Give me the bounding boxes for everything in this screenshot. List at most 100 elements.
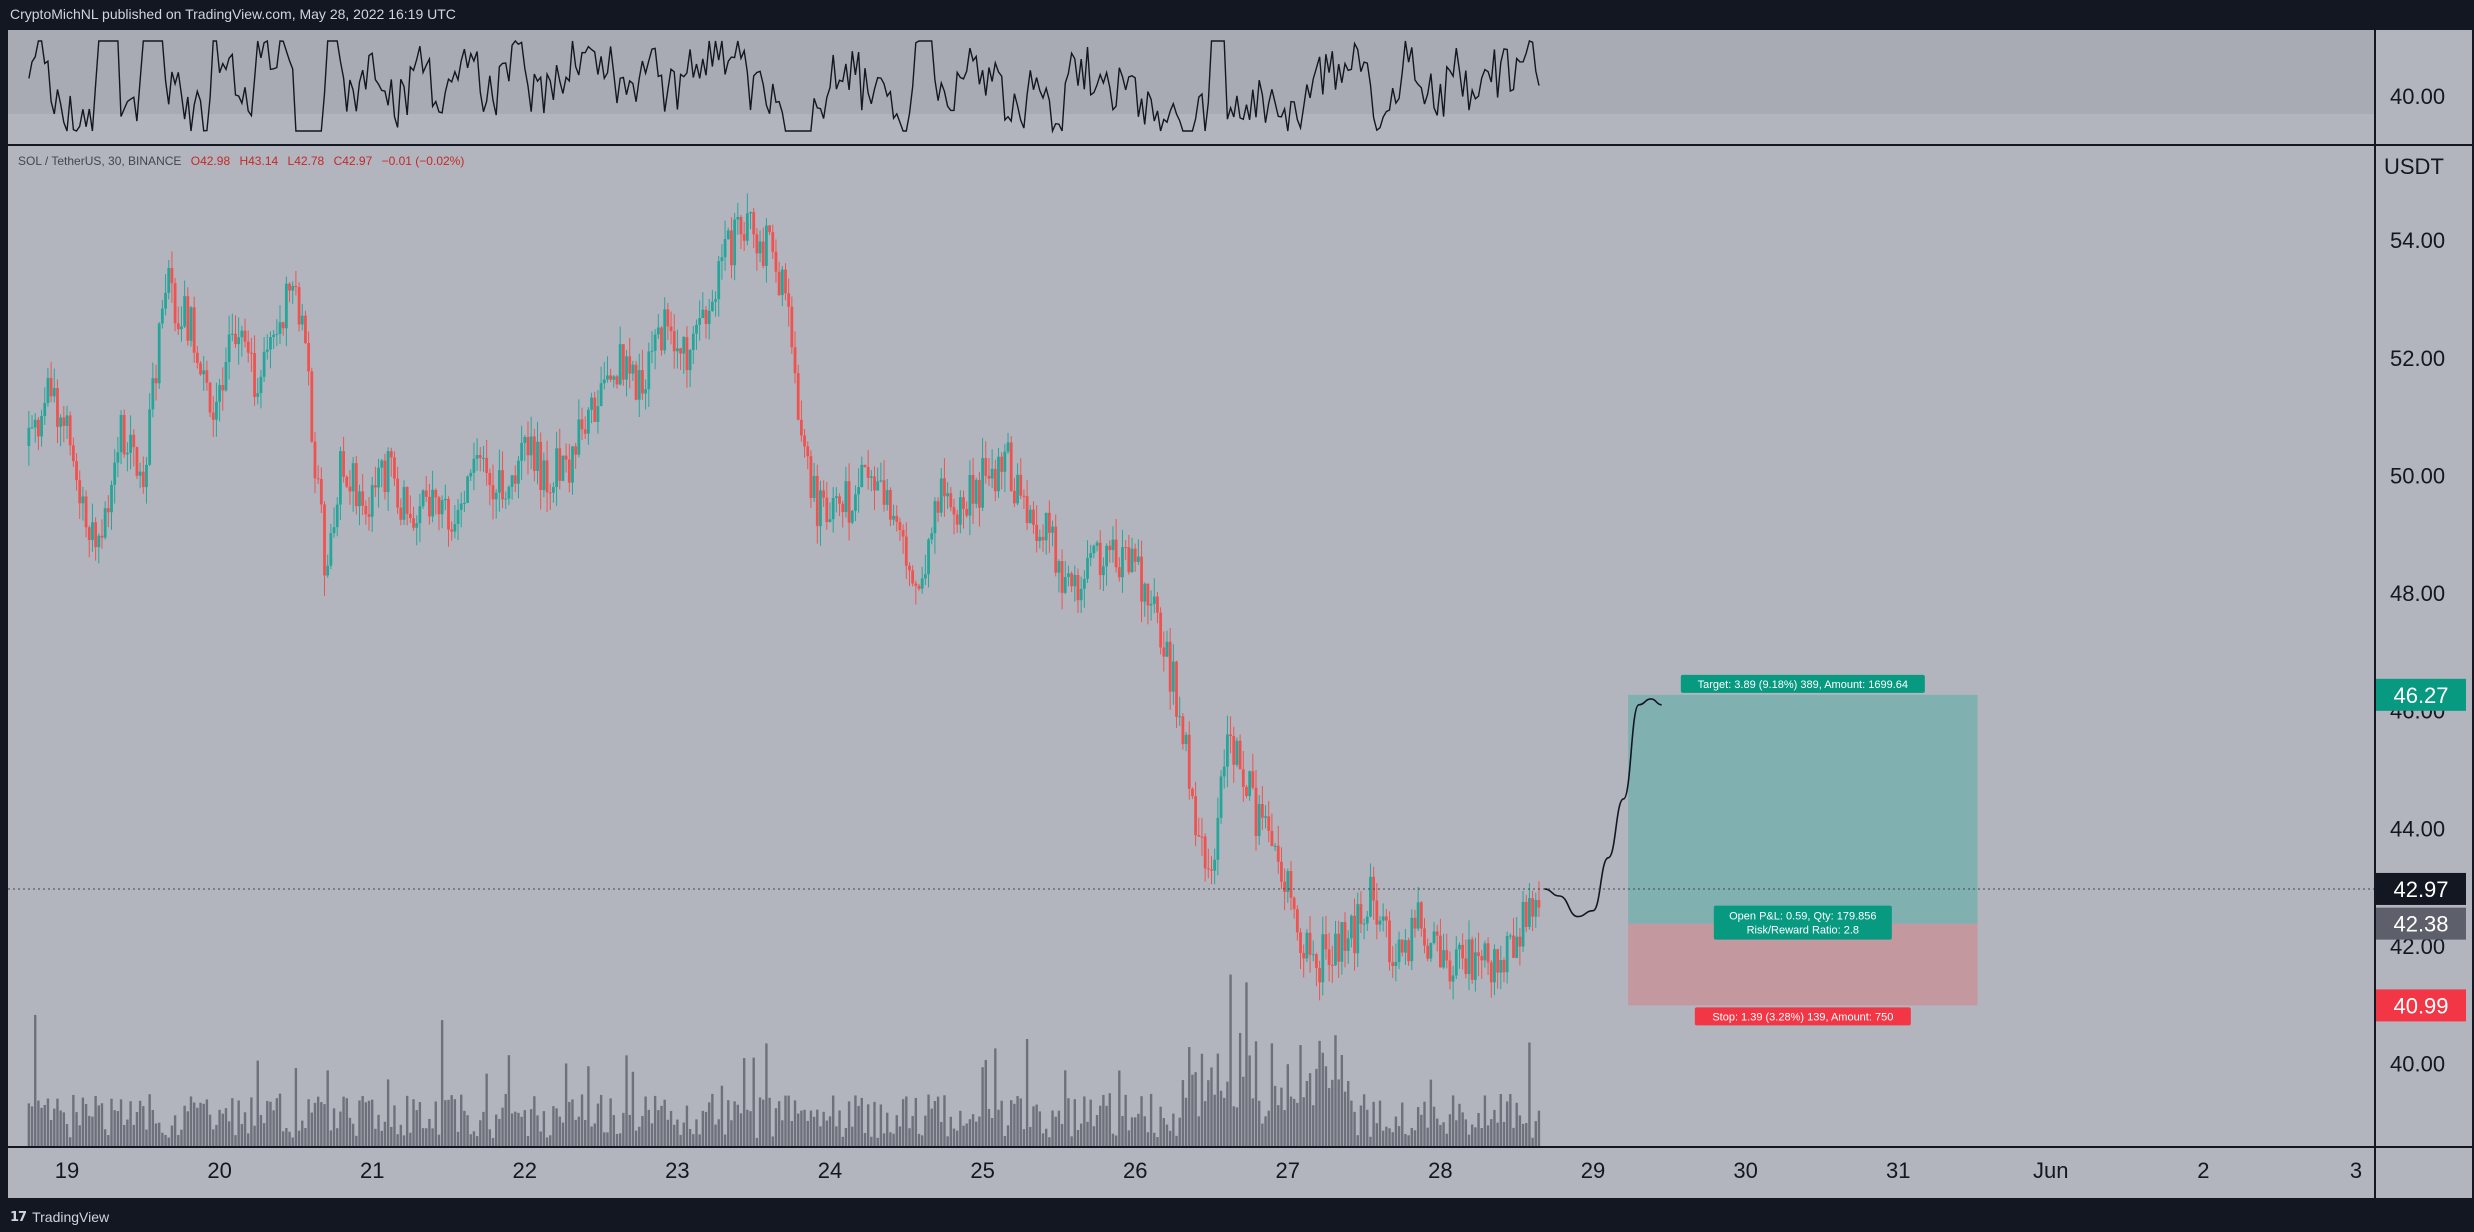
volume-bar (1394, 1116, 1398, 1146)
projection-line (1544, 698, 1662, 918)
time-tick: 28 (1428, 1158, 1452, 1183)
candle-body (1435, 931, 1439, 936)
candle-body (819, 490, 822, 527)
candle-body (1041, 536, 1045, 541)
candle-body (307, 343, 311, 372)
volume-bar (1079, 1123, 1083, 1146)
volume-bar (1467, 1134, 1471, 1146)
volume-bar (781, 1120, 784, 1146)
candle-body (1299, 932, 1302, 953)
candle-body (936, 501, 940, 513)
candle-body (704, 309, 708, 325)
volume-bar (1200, 1053, 1204, 1146)
candle-body (720, 257, 724, 262)
candle-body (615, 376, 619, 385)
candle-body (1089, 553, 1093, 558)
candle-body (1327, 949, 1331, 965)
volume-bar (123, 1125, 126, 1146)
candle-body (1404, 940, 1407, 953)
volume-bar (1146, 1132, 1150, 1146)
volume-bar (949, 1116, 953, 1146)
candle-body (758, 241, 762, 254)
volume-bar (1156, 1137, 1159, 1146)
volume-bar (1296, 1102, 1299, 1146)
volume-bar (126, 1119, 129, 1146)
tradingview-logo[interactable]: 17 TradingView (10, 1209, 109, 1225)
volume-bar (1041, 1133, 1045, 1146)
long-position-tool[interactable]: Target: 3.89 (9.18%) 389, Amount: 1699.6… (1628, 674, 1978, 1026)
volume-bar (37, 1100, 40, 1146)
volume-bar (173, 1115, 177, 1146)
volume-bar (1537, 1110, 1541, 1146)
volume-bar (364, 1102, 368, 1146)
candle-body (151, 378, 155, 410)
candle-body (1537, 899, 1541, 908)
candle-body (234, 333, 237, 345)
volume-bar (1318, 1040, 1321, 1146)
volume-bar (851, 1126, 854, 1146)
candle-body (685, 337, 689, 371)
volume-bar (75, 1112, 78, 1146)
volume-bar (110, 1098, 113, 1146)
volume-bar (1299, 1045, 1302, 1146)
volume-bar (599, 1094, 603, 1146)
candle-body (348, 486, 352, 492)
candle-body (672, 331, 676, 352)
candle-body (332, 527, 336, 534)
volume-bar (596, 1103, 600, 1146)
volume-bar (790, 1121, 794, 1146)
volume-bar (539, 1131, 542, 1146)
volume-bar (288, 1131, 291, 1146)
candle-body (167, 267, 171, 293)
candle-body (1248, 771, 1252, 797)
candle-body (186, 296, 190, 341)
candle-body (106, 508, 110, 513)
volume-bar (866, 1104, 870, 1146)
volume-bar (84, 1103, 88, 1146)
volume-bar (723, 1134, 727, 1146)
candle-body (577, 419, 581, 455)
candle-body (774, 251, 778, 272)
volume-bar (1022, 1129, 1026, 1146)
candle-body (304, 315, 307, 344)
candle-body (345, 476, 349, 487)
candle-body (799, 419, 803, 436)
candle-body (329, 533, 333, 566)
volume-histogram (27, 974, 1541, 1146)
volume-bar (965, 1123, 968, 1146)
target-label: Target: 3.89 (9.18%) 389, Amount: 1699.6… (1698, 679, 1908, 691)
candle-body (1267, 816, 1271, 831)
candle-body (510, 475, 514, 487)
volume-bar (53, 1108, 56, 1146)
candle-body (94, 522, 98, 548)
candle-body (567, 459, 571, 483)
volume-bar (901, 1099, 905, 1146)
volume-bar (1010, 1100, 1013, 1146)
candle-body (466, 476, 469, 503)
candle-body (978, 479, 981, 508)
volume-bar (1083, 1096, 1086, 1146)
candle-body (739, 216, 743, 235)
volume-bar (943, 1095, 946, 1146)
volume-bar (1305, 1081, 1309, 1146)
candle-body (955, 514, 959, 525)
volume-bar (253, 1125, 256, 1146)
time-tick: 26 (1123, 1158, 1147, 1183)
candle-body (1095, 542, 1099, 546)
candle-body (542, 460, 546, 491)
volume-bar (157, 1122, 161, 1146)
candle-body (1400, 939, 1404, 953)
candle-body (424, 490, 428, 497)
volume-bar (145, 1129, 148, 1146)
volume-bar (1337, 1079, 1340, 1146)
candle-body (1286, 871, 1290, 892)
volume-bar (914, 1097, 918, 1146)
volume-bar (924, 1115, 927, 1146)
symbol-legend[interactable]: SOL / TetherUS, 30, BINANCE O42.98 H43.1… (18, 154, 464, 168)
price-tick: 52.00 (2390, 346, 2445, 371)
volume-bar (1267, 1110, 1270, 1146)
volume-bar (1153, 1132, 1156, 1146)
candle-body (1009, 442, 1013, 491)
volume-bar (351, 1123, 355, 1146)
